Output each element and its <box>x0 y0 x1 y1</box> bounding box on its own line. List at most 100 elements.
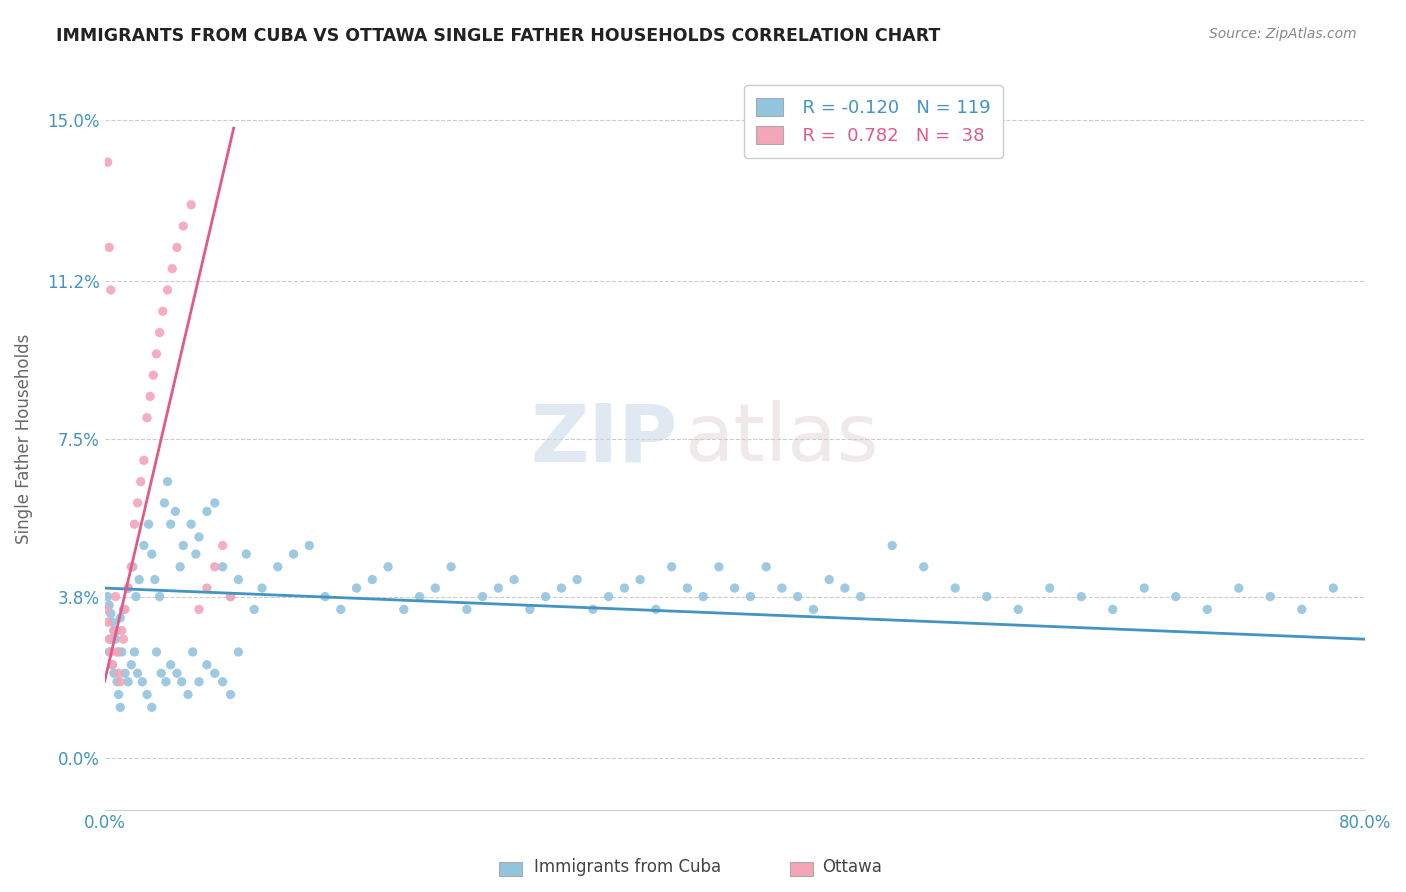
Point <box>100 645 122 659</box>
Point <box>94 602 117 616</box>
Point <box>912 559 935 574</box>
Point <box>111 645 134 659</box>
Point <box>329 602 352 616</box>
Point <box>486 581 509 595</box>
Point <box>166 666 188 681</box>
Point <box>1007 602 1029 616</box>
Point <box>770 581 793 595</box>
Point <box>346 581 368 595</box>
Point <box>803 602 825 616</box>
Point <box>219 590 242 604</box>
Point <box>250 581 273 595</box>
Point <box>177 688 200 702</box>
Point <box>195 581 218 595</box>
Point <box>156 475 179 489</box>
Point <box>740 590 762 604</box>
Point <box>120 657 142 672</box>
Point <box>156 283 179 297</box>
Point <box>228 645 250 659</box>
Point <box>105 674 128 689</box>
Point <box>153 496 176 510</box>
Point <box>136 688 159 702</box>
Point <box>110 700 132 714</box>
Point <box>165 504 187 518</box>
Point <box>786 590 808 604</box>
Point <box>235 547 257 561</box>
Point <box>1164 590 1187 604</box>
Point <box>849 590 872 604</box>
Text: IMMIGRANTS FROM CUBA VS OTTAWA SINGLE FATHER HOUSEHOLDS CORRELATION CHART: IMMIGRANTS FROM CUBA VS OTTAWA SINGLE FA… <box>56 27 941 45</box>
Point <box>117 674 139 689</box>
Point <box>124 645 146 659</box>
Point <box>676 581 699 595</box>
Point <box>141 547 163 561</box>
Point <box>598 590 620 604</box>
Point <box>170 674 193 689</box>
Point <box>195 657 218 672</box>
Point <box>180 517 202 532</box>
Point <box>143 573 166 587</box>
Point <box>166 240 188 254</box>
Point <box>100 607 122 621</box>
Point <box>172 539 194 553</box>
Point <box>298 539 321 553</box>
Point <box>882 539 904 553</box>
Point <box>172 219 194 233</box>
Point <box>181 645 204 659</box>
Point <box>136 410 159 425</box>
Point <box>184 547 207 561</box>
Point <box>110 611 132 625</box>
Point <box>565 573 588 587</box>
Point <box>408 590 430 604</box>
Point <box>628 573 651 587</box>
Point <box>692 590 714 604</box>
Point <box>267 559 290 574</box>
Point <box>1291 602 1313 616</box>
Point <box>724 581 747 595</box>
Point <box>943 581 966 595</box>
Point <box>392 602 415 616</box>
Point <box>103 666 125 681</box>
Point <box>103 624 125 638</box>
Point <box>105 624 128 638</box>
Point <box>314 590 336 604</box>
Point <box>98 598 121 612</box>
Point <box>101 657 124 672</box>
Text: ZIP: ZIP <box>530 400 678 478</box>
Point <box>107 645 129 659</box>
Point <box>149 326 172 340</box>
Point <box>101 657 124 672</box>
Point <box>169 559 191 574</box>
Point <box>188 674 211 689</box>
Y-axis label: Single Father Households: Single Father Households <box>15 334 32 544</box>
Point <box>127 496 149 510</box>
Point <box>1197 602 1219 616</box>
Point <box>145 645 167 659</box>
Point <box>112 602 135 616</box>
Point <box>582 602 605 616</box>
Point <box>107 688 129 702</box>
Point <box>425 581 447 595</box>
Point <box>440 559 463 574</box>
Point <box>149 590 172 604</box>
Point <box>471 590 494 604</box>
Point <box>104 590 127 604</box>
Point <box>159 517 181 532</box>
Point <box>1227 581 1250 595</box>
Point <box>1133 581 1156 595</box>
Text: Source: ZipAtlas.com: Source: ZipAtlas.com <box>1209 27 1357 41</box>
Text: Immigrants from Cuba: Immigrants from Cuba <box>534 858 721 876</box>
Point <box>204 496 226 510</box>
Point <box>534 590 557 604</box>
Point <box>114 666 136 681</box>
Point <box>204 559 226 574</box>
Point <box>98 632 121 647</box>
Point <box>755 559 778 574</box>
Point <box>132 453 155 467</box>
Point <box>97 590 120 604</box>
Point <box>211 559 233 574</box>
Point <box>128 573 150 587</box>
Point <box>219 590 242 604</box>
Point <box>243 602 266 616</box>
Point <box>519 602 541 616</box>
